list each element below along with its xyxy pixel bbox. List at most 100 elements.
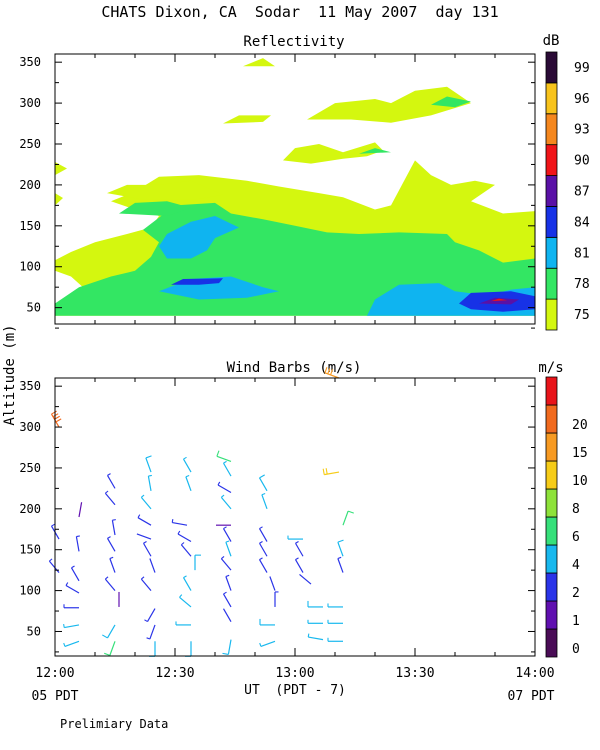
wind-barb (180, 542, 192, 557)
wind-barb (287, 535, 303, 540)
wind-barb (222, 591, 232, 608)
reflectivity-contour-75db (307, 86, 471, 123)
wind-barb (322, 468, 340, 476)
colorbar-swatch-96 (545, 82, 558, 115)
wind-barb (222, 526, 232, 542)
wind-barb (145, 455, 152, 473)
wind-barb (216, 450, 232, 462)
x-axis-label: UT (PDT - 7) (244, 683, 346, 698)
wind-colorbar-swatch-6 (545, 516, 558, 546)
y-tick-label: 250 (19, 461, 41, 475)
wind-barbs-plot: 50 100 150 200 250 300 350 12:00 12:30 13:00 13:3… (19, 367, 555, 681)
wind-barb (294, 541, 304, 557)
wind-barb (185, 475, 192, 492)
colorbar-label: 81 (574, 246, 590, 261)
wind-barb (137, 514, 152, 526)
wind-barb (274, 591, 279, 607)
wind-colorbar-label: 1 (572, 614, 580, 629)
wind-barb (65, 582, 80, 594)
reflectivity-contour-90db (491, 298, 507, 302)
colorbar-swatch-75 (545, 298, 558, 331)
wind-colorbar-swatch-2 (545, 572, 558, 602)
wind-barb (327, 603, 343, 608)
reflectivity-contour-78db (119, 201, 191, 216)
wind-barb (307, 600, 323, 608)
wind-barb (63, 640, 80, 647)
wind-barb (307, 633, 324, 641)
wind-barb (182, 456, 192, 473)
reflectivity-contour-78db (431, 96, 471, 108)
wind-barb (177, 530, 192, 543)
altitude-axis-label: Altitude (m) (2, 324, 18, 425)
wind-barb (140, 494, 152, 510)
wind-barb (149, 558, 156, 573)
figure-title: CHATS Dixon, CA Sodar 11 May 2007 day 13… (101, 3, 498, 21)
wind-barb (220, 555, 232, 571)
wind-barb (136, 533, 152, 540)
wind-barb (104, 576, 116, 591)
wind-colorbar-swatch-0 (545, 628, 558, 658)
y-tick-label: 350 (19, 379, 41, 393)
wind-barb (171, 519, 188, 526)
wind-barbs-title: Wind Barbs (m/s) (227, 360, 362, 376)
x-tick-label: 13:30 (395, 666, 434, 681)
colorbar-swatch-78 (545, 267, 558, 300)
wind-barb (222, 460, 232, 477)
x-tick-label: 13:00 (275, 666, 314, 681)
wind-barb (258, 474, 268, 492)
colorbar-swatch-87 (545, 175, 558, 207)
wind-barb (182, 575, 192, 591)
wind-colorbar-swatch-4 (545, 544, 558, 574)
wind-barb (337, 539, 344, 557)
wind-barb (144, 608, 156, 623)
y-tick-label: 50 (27, 624, 41, 638)
wind-colorbar-label: 8 (572, 502, 580, 517)
y-tick-label: 150 (19, 219, 41, 233)
wind-barb (185, 641, 192, 657)
wind-barb (48, 558, 60, 573)
wind-barb (102, 624, 116, 639)
wind-barb (220, 494, 232, 510)
wind-barb (175, 621, 191, 626)
wind-barb (104, 641, 116, 656)
reflectivity-title: Reflectivity (243, 34, 344, 50)
wind-barb (269, 576, 276, 591)
wind-colorbar-label: 15 (572, 446, 588, 461)
colorbar-swatch-99 (545, 51, 558, 84)
colorbar-label: 87 (574, 185, 590, 200)
x-tick-label: 14:00 (515, 666, 554, 681)
reflectivity-colorbar-unit: dB (543, 33, 560, 49)
reflectivity-contour-75db (243, 58, 275, 67)
y-tick-label: 200 (19, 178, 41, 192)
reflectivity-contour-75db (107, 180, 223, 200)
wind-barb (222, 639, 232, 655)
wind-barb (217, 481, 232, 493)
wind-barb (106, 473, 116, 489)
colorbar-label: 84 (574, 215, 590, 230)
colorbar-swatch-93 (545, 113, 558, 146)
y-tick-label: 300 (19, 96, 41, 110)
wind-barb (78, 502, 83, 518)
wind-barb (50, 410, 62, 428)
wind-barb (327, 619, 343, 624)
wind-barb (259, 640, 276, 647)
wind-colorbar-swatch-1 (545, 600, 558, 630)
wind-barb (225, 574, 232, 591)
wind-barb (149, 641, 156, 657)
wind-barb (259, 618, 275, 626)
wind-barb (299, 573, 312, 585)
colorbar-label: 75 (574, 308, 590, 323)
wind-barb (146, 624, 156, 640)
wind-colorbar-swatch-8 (545, 488, 558, 518)
x-tick-label: 12:30 (155, 666, 194, 681)
colorbar-label: 78 (574, 277, 590, 292)
reflectivity-contour-81db (159, 216, 239, 259)
reflectivity-contours (55, 58, 535, 316)
y-tick-label: 300 (19, 420, 41, 434)
wind-barb (225, 540, 232, 557)
wind-colorbar-unit: m/s (538, 360, 563, 376)
reflectivity-colorbar: 75 78 81 84 87 90 93 96 99 (545, 51, 590, 331)
wind-barb (327, 637, 343, 642)
wind-barb (324, 367, 340, 379)
